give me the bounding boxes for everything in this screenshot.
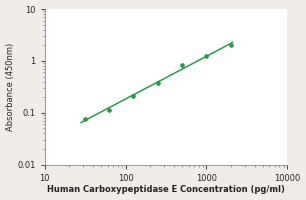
Y-axis label: Absorbance (450nm): Absorbance (450nm)	[6, 43, 15, 131]
X-axis label: Human Carboxypeptidase E Concentration (pg/ml): Human Carboxypeptidase E Concentration (…	[47, 185, 285, 194]
